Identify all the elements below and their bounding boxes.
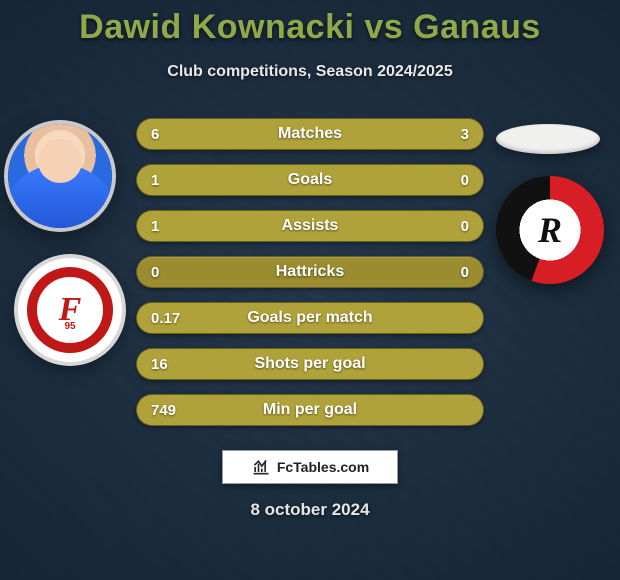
comparison-subtitle: Club competitions, Season 2024/2025 [0, 63, 620, 81]
club-crest-right: R [496, 176, 604, 284]
brand-text: FcTables.com [277, 459, 369, 475]
club-crest-left: F 95 [18, 258, 122, 362]
crest-left-number: 95 [64, 321, 75, 332]
crest-right-letter: R [521, 201, 579, 259]
stat-label: Matches [207, 125, 413, 143]
brand-bold: Tables [293, 459, 336, 475]
stat-value-right: 0 [413, 218, 483, 235]
stat-row: 0Hattricks0 [136, 256, 484, 288]
brand-pre: Fc [277, 459, 293, 475]
stat-value-right: 3 [413, 126, 483, 143]
stat-row: 749Min per goal [136, 394, 484, 426]
stat-value-left: 16 [137, 356, 207, 373]
brand-suffix: .com [336, 459, 369, 475]
stat-row: 16Shots per goal [136, 348, 484, 380]
stat-label: Goals [207, 171, 413, 189]
stat-value-left: 0.17 [137, 310, 207, 327]
crest-left-letter: F [27, 267, 113, 353]
stat-value-left: 1 [137, 172, 207, 189]
stat-row: 0.17Goals per match [136, 302, 484, 334]
brand-badge[interactable]: FcTables.com [222, 450, 398, 484]
stats-container: 6Matches31Goals01Assists00Hattricks00.17… [136, 118, 484, 426]
stat-value-right: 0 [413, 172, 483, 189]
chart-icon [251, 457, 271, 477]
stat-row: 1Assists0 [136, 210, 484, 242]
stat-value-right: 0 [413, 264, 483, 281]
stat-label: Assists [207, 217, 413, 235]
stat-value-left: 6 [137, 126, 207, 143]
stat-value-left: 1 [137, 218, 207, 235]
stat-row: 6Matches3 [136, 118, 484, 150]
stat-row: 1Goals0 [136, 164, 484, 196]
stat-label: Shots per goal [207, 355, 413, 373]
snapshot-date: 8 october 2024 [250, 500, 369, 520]
stat-label: Min per goal [207, 401, 413, 419]
stat-label: Hattricks [207, 263, 413, 281]
player-left-avatar [8, 124, 112, 228]
stat-label: Goals per match [207, 309, 413, 327]
player-right-placeholder [496, 124, 600, 154]
stat-value-left: 0 [137, 264, 207, 281]
comparison-title: Dawid Kownacki vs Ganaus [0, 0, 620, 47]
stat-value-left: 749 [137, 402, 207, 419]
